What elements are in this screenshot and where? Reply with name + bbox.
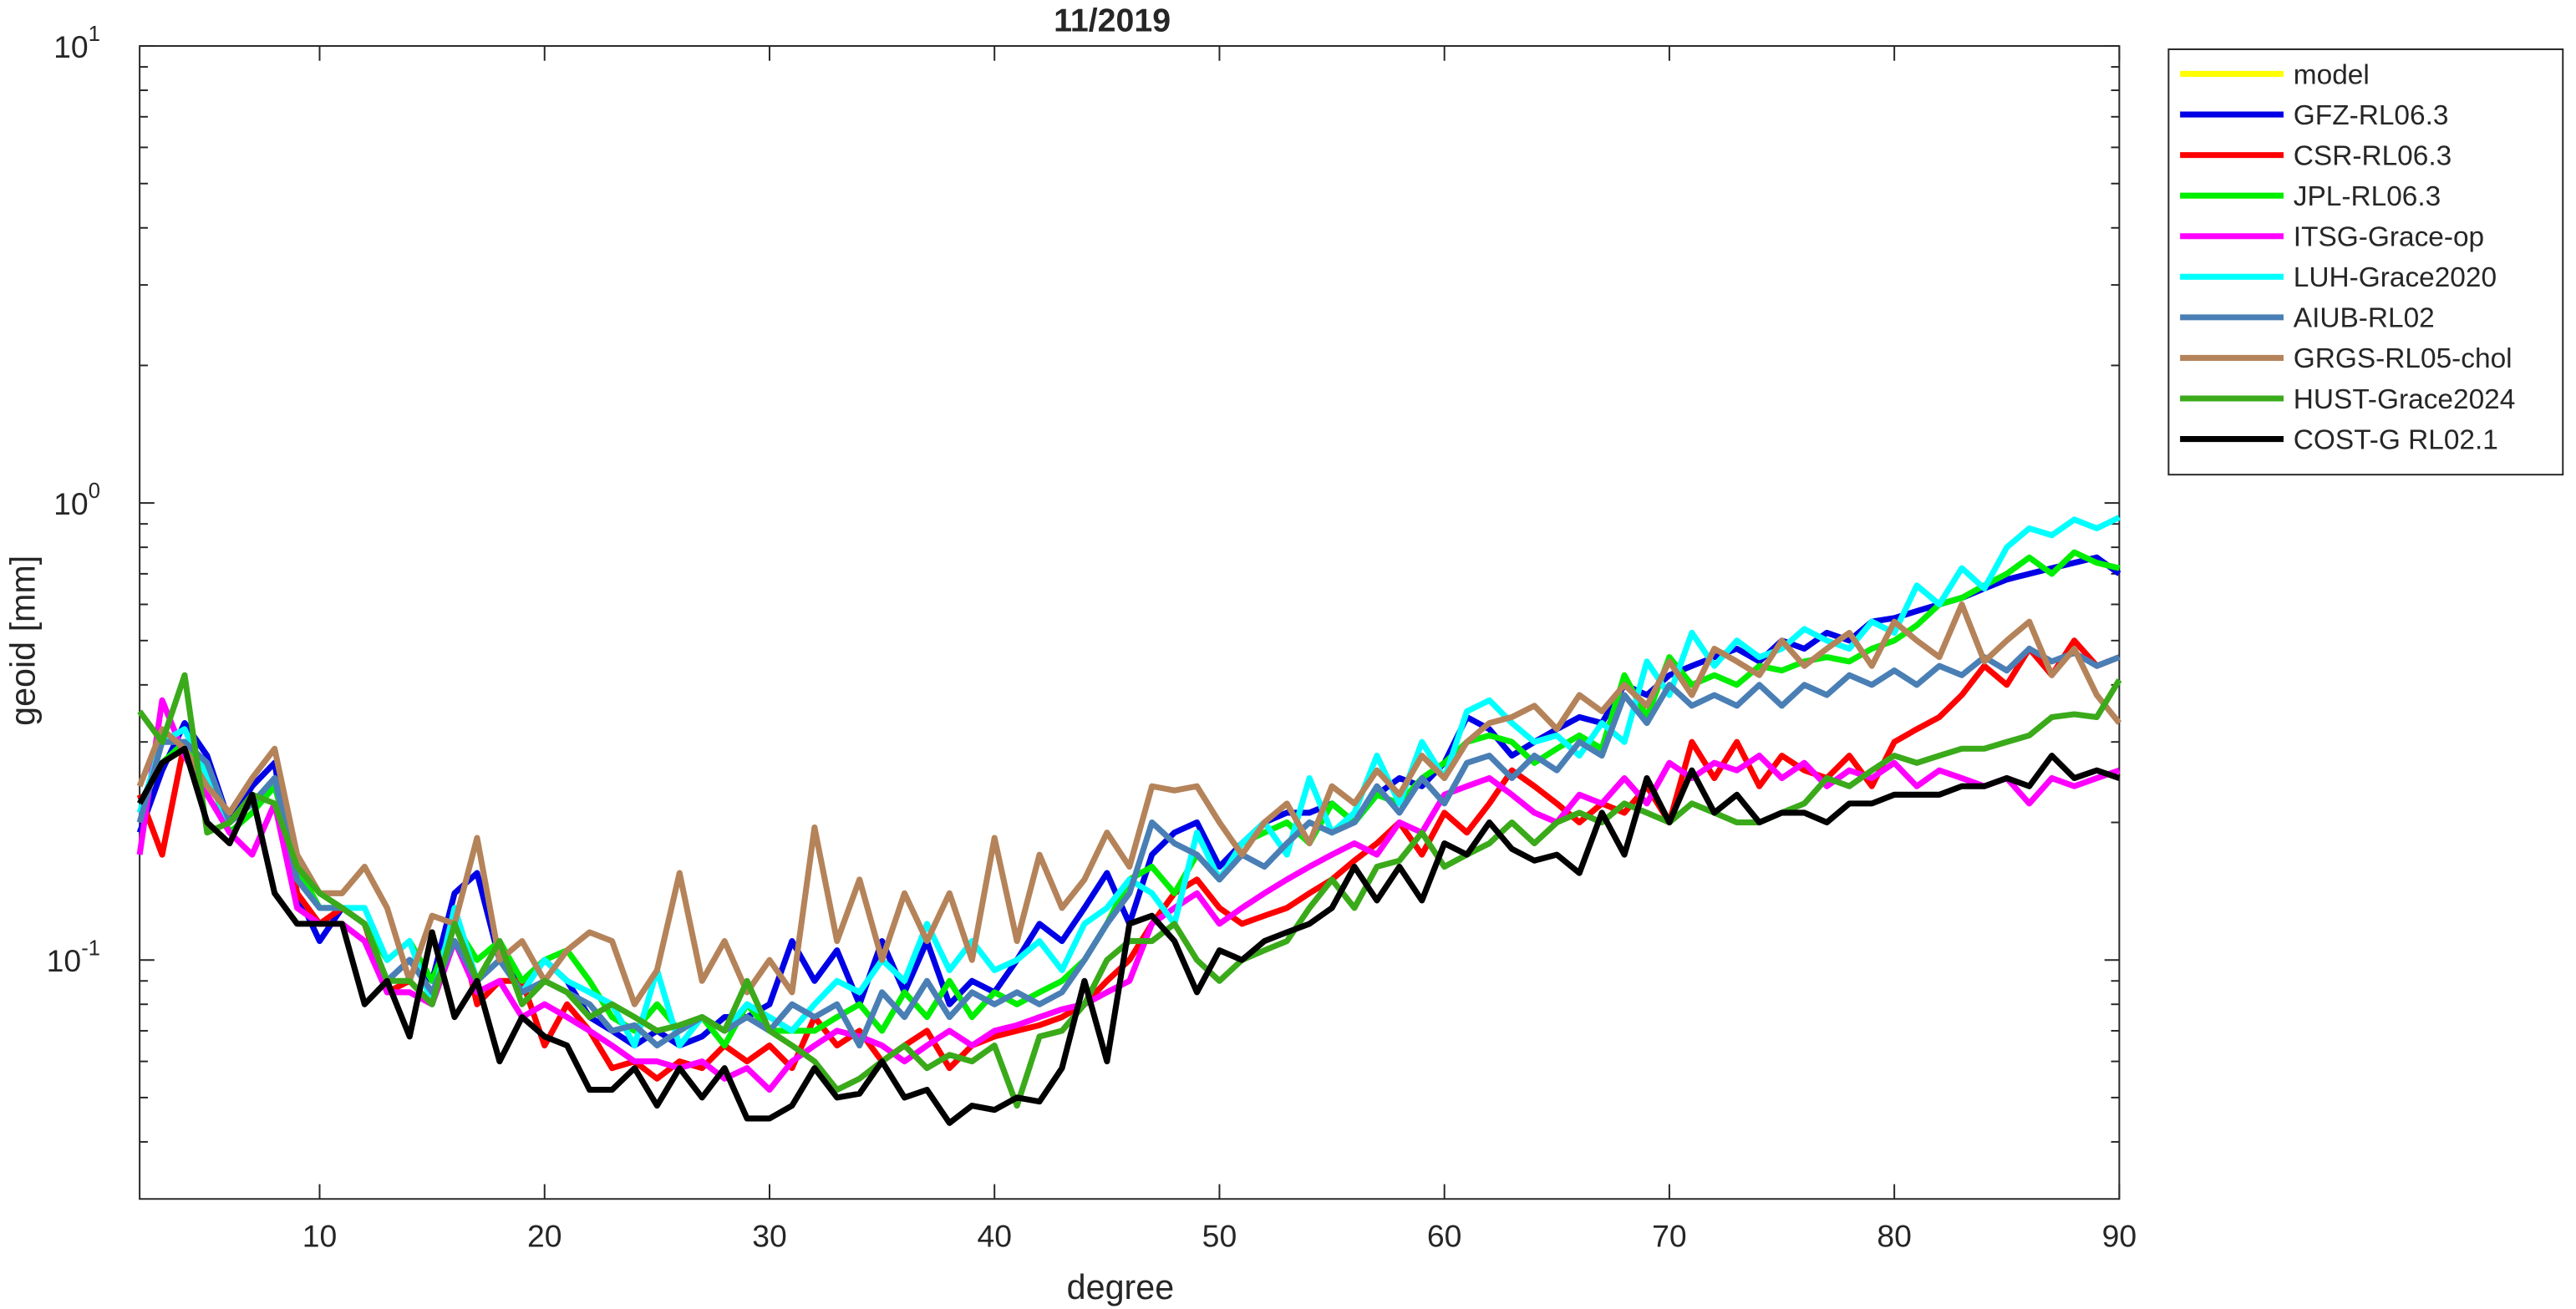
legend-label: ITSG-Grace-op [2294, 222, 2484, 253]
legend-label: HUST-Grace2024 [2294, 384, 2516, 415]
y-tick-exponent: 0 [89, 479, 100, 503]
chart-title: 11/2019 [1054, 2, 1171, 38]
series-line [136, 601, 2122, 1007]
axes-box [139, 45, 2121, 1200]
legend-label: JPL-RL06.3 [2294, 181, 2441, 212]
x-tick-label: 40 [977, 1218, 1012, 1253]
x-tick-label: 80 [1877, 1218, 1912, 1253]
series-line [137, 745, 2121, 1126]
y-tick-label: 10-1 [47, 936, 100, 978]
x-tick-label: 70 [1652, 1218, 1687, 1253]
y-tick-base: 10 [47, 943, 82, 978]
x-tick-label: 20 [527, 1218, 562, 1253]
legend: model GFZ-RL06.3 CSR-RL06.3 JPL-RL06.3 ITSG-… [2167, 48, 2564, 476]
x-tick-label: 90 [2102, 1218, 2137, 1253]
x-axis-label: degree [1067, 1268, 1175, 1306]
y-tick-base: 10 [53, 486, 89, 521]
y-tick-exponent: 1 [89, 23, 100, 46]
series-line [136, 697, 2121, 1093]
legend-box [2167, 48, 2564, 476]
legend-label: LUH-Grace2020 [2294, 262, 2497, 293]
legend-label: model [2294, 59, 2370, 90]
y-axis-label: geoid [mm] [3, 556, 42, 726]
legend-label: GRGS-RL05-chol [2294, 343, 2512, 374]
x-tick-label: 50 [1202, 1218, 1237, 1253]
y-tick-label: 101 [53, 23, 100, 64]
legend-label: CSR-RL06.3 [2294, 140, 2452, 171]
legend-label: AIUB-RL02 [2294, 303, 2435, 334]
y-tick-base: 10 [53, 29, 89, 64]
x-tick-label: 30 [752, 1218, 787, 1253]
y-tick-exponent: -1 [81, 936, 100, 960]
legend-label: GFZ-RL06.3 [2294, 100, 2449, 131]
legend-label: COST-G RL02.1 [2294, 424, 2498, 455]
y-tick-label: 100 [53, 479, 100, 521]
x-tick-label: 10 [302, 1218, 338, 1253]
x-tick-label: 60 [1427, 1218, 1462, 1253]
